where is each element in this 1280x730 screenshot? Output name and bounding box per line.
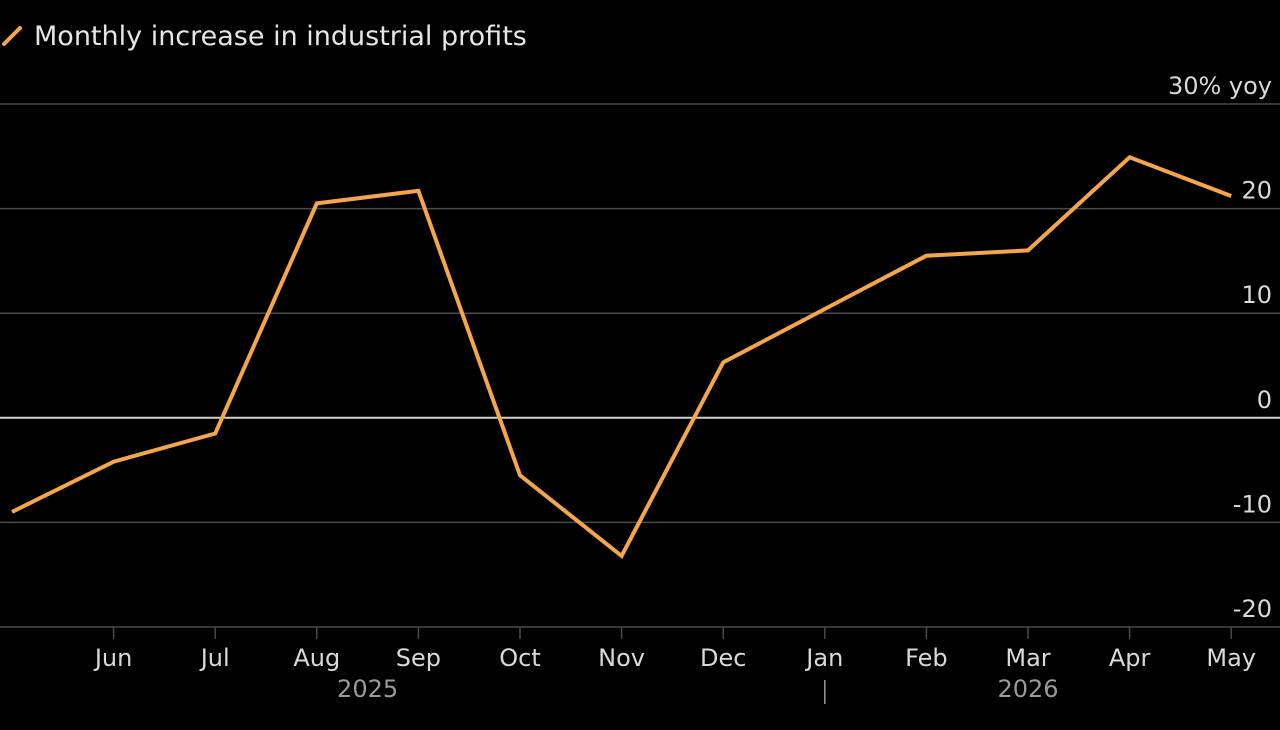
y-tick-label: 20 [1241, 177, 1272, 205]
x-tick-label: Jan [804, 644, 843, 672]
x-tick-label: Dec [700, 644, 746, 672]
series-line [11, 154, 1232, 559]
x-tick-label: Jul [199, 644, 230, 672]
legend-label: Monthly increase in industrial profits [34, 20, 527, 52]
x-tick-label: Nov [598, 644, 645, 672]
legend-line-swatch [2, 26, 22, 46]
legend: Monthly increase in industrial profits [0, 14, 527, 58]
x-tick-label: Mar [1005, 644, 1050, 672]
x-tick-label: Aug [293, 644, 340, 672]
y-tick-label: -10 [1233, 490, 1272, 518]
x-tick-label: Sep [396, 644, 441, 672]
x-tick-label: Oct [499, 644, 541, 672]
x-tick-label: Apr [1109, 644, 1151, 672]
y-tick-label: 10 [1241, 281, 1272, 309]
x-tick-label: May [1206, 644, 1256, 672]
year-label-2025: 2025 [337, 675, 398, 703]
year-label-2026: 2026 [997, 675, 1058, 703]
x-tick-label: Feb [905, 644, 948, 672]
x-tick-label: Jun [93, 644, 133, 672]
y-tick-label: -20 [1233, 595, 1272, 623]
y-tick-label: 0 [1257, 386, 1272, 414]
y-tick-label: 30% yoy [1168, 72, 1272, 100]
